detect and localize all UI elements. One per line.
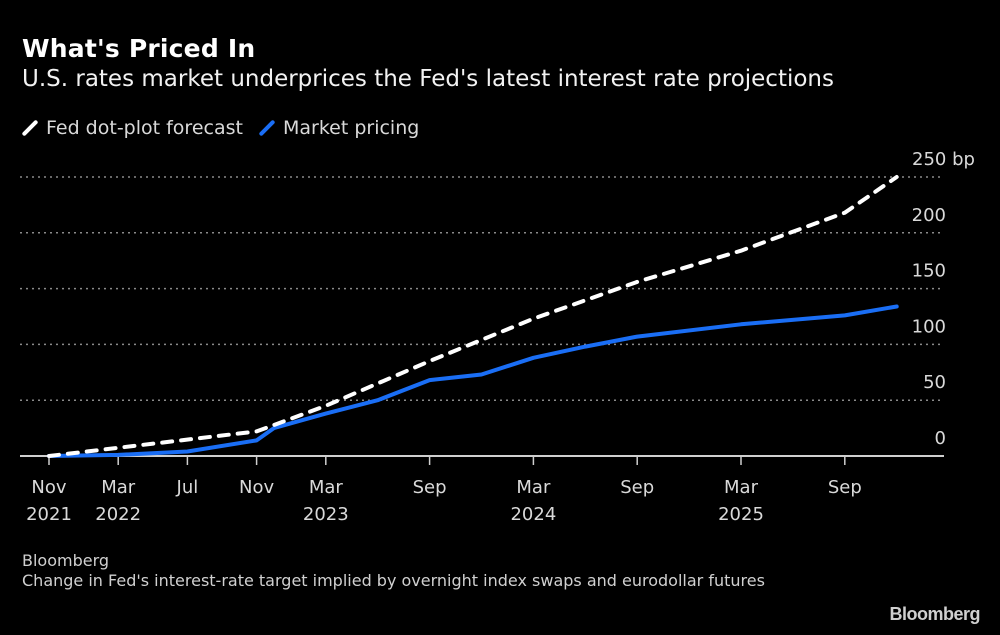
gridlines (20, 176, 944, 401)
x-tick-label: Mar (309, 477, 344, 498)
x-tick-label: Nov (239, 477, 274, 498)
legend-item-market-pricing: Market pricing (258, 117, 420, 139)
y-tick-label: 100 (912, 316, 946, 337)
y-axis-labels: 0 50 100 150 200 250 bp (912, 149, 975, 449)
legend-label-market-pricing: Market pricing (282, 117, 420, 139)
chart-note: Change in Fed's interest-rate target imp… (22, 571, 765, 590)
x-tick-label: Jul (176, 477, 199, 498)
footer: Bloomberg Change in Fed's interest-rate … (22, 551, 782, 591)
x-axis: Nov 2021 Mar 2022 Jul Nov Mar 2023 Sep Mar 2024 Sep… (20, 455, 944, 525)
y-tick-label: 50 (923, 372, 946, 393)
series-line-fed-dot-plot-forecast (47, 175, 899, 458)
legend-item-fed-dot-plot: Fed dot-plot forecast (21, 117, 243, 139)
x-tick-year-label: 2021 (26, 504, 72, 525)
chart-title: What's Priced In (22, 34, 256, 63)
series-lines (47, 175, 899, 458)
x-tick-label: Sep (413, 477, 447, 498)
y-tick-label: 0 (935, 428, 946, 449)
bloomberg-logo: Bloomberg (889, 604, 980, 624)
series-line-market-pricing (47, 304, 899, 458)
y-tick-label: 150 (912, 261, 946, 282)
x-tick-label: Mar (101, 477, 136, 498)
x-tick-label: Mar (724, 477, 759, 498)
source-label: Bloomberg (22, 551, 110, 570)
y-tick-label: 200 (912, 205, 946, 226)
x-tick-label: Nov (31, 477, 66, 498)
x-tick-label: Mar (516, 477, 551, 498)
legend-label-fed-dot-plot: Fed dot-plot forecast (46, 117, 243, 139)
x-tick-year-label: 2024 (510, 504, 556, 525)
x-tick-label: Sep (828, 477, 862, 498)
legend: Fed dot-plot forecast Market pricing (21, 117, 435, 139)
x-tick-year-label: 2022 (95, 504, 141, 525)
x-tick-year-label: 2025 (718, 504, 764, 525)
x-tick-label: Sep (620, 477, 654, 498)
chart-subtitle: U.S. rates market underprices the Fed's … (22, 66, 834, 92)
y-tick-label: 250 bp (912, 149, 975, 170)
x-tick-year-label: 2023 (303, 504, 349, 525)
